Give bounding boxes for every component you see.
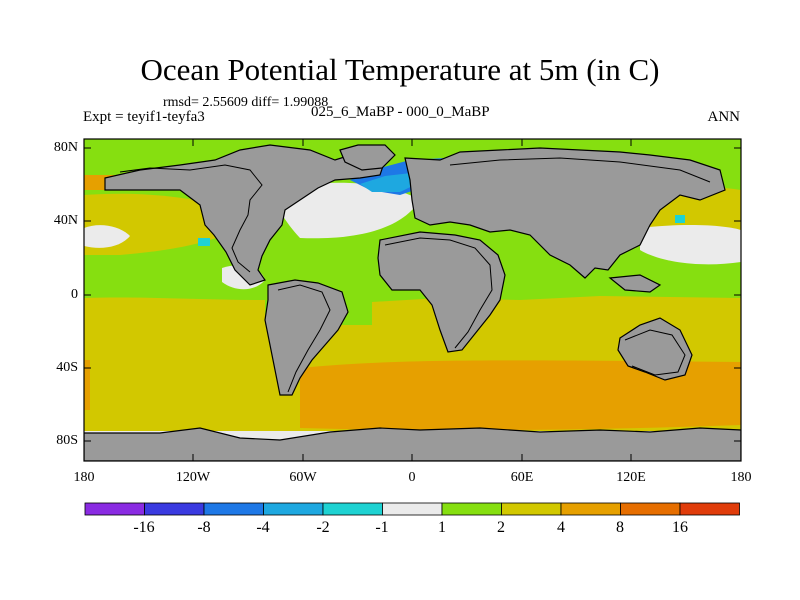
- lon-label-120w: 120W: [175, 470, 211, 485]
- colorbar-label: 8: [616, 519, 624, 536]
- ocean-field-yellow-indian: [372, 296, 741, 325]
- lon-label-180e: 180: [730, 470, 752, 485]
- colorbar-label: 1: [438, 519, 446, 536]
- lon-ticks: [83, 139, 742, 461]
- colorbar-label: 4: [557, 519, 565, 536]
- australia-land: [617, 317, 693, 381]
- colorbar-swatch: [84, 502, 145, 516]
- lon-label-120e: 120E: [616, 470, 646, 485]
- ocean-field-cyan-pacific: [198, 238, 210, 246]
- ocean-field-yellow-tropical: [84, 297, 265, 325]
- lat-label-80n: 80N: [53, 140, 78, 155]
- map-title: Ocean Potential Temperature at 5m (in C): [140, 52, 660, 87]
- experiment-label: Expt = teyif1-teyfa3: [83, 109, 205, 125]
- season-label: ANN: [707, 109, 741, 125]
- coastline-australia: [624, 329, 686, 376]
- colorbar-swatch: [441, 502, 502, 516]
- maritime-continent-land: [608, 274, 662, 293]
- lon-label-60w: 60W: [289, 470, 317, 485]
- coastline-overlay: [119, 157, 711, 393]
- coastline-africa: [384, 237, 493, 349]
- colorbar-label: -1: [375, 519, 389, 536]
- lat-label-40s: 40S: [56, 360, 78, 375]
- colorbar-swatch: [620, 502, 681, 516]
- lat-label-40n: 40N: [53, 213, 78, 228]
- colorbar-label: 16: [672, 519, 688, 536]
- coastline-eurasia: [449, 157, 711, 183]
- colorbar-label: -4: [256, 519, 270, 536]
- colorbar-swatch: [382, 502, 443, 516]
- comparison-label: 025_6_MaBP - 000_0_MaBP: [311, 104, 490, 120]
- south-america-land: [264, 279, 349, 396]
- colorbar-label: -16: [133, 519, 155, 536]
- stats-line: rmsd= 2.55609 diff= 1.99088: [163, 95, 329, 110]
- ocean-field-white-northwest-pacific: [640, 224, 741, 265]
- colorbar-label: -2: [316, 519, 330, 536]
- ocean-field-orange-southwest: [84, 360, 90, 410]
- antarctica-land: [84, 427, 741, 461]
- lat-ticks: [84, 147, 741, 442]
- colorbar-swatch: [560, 502, 621, 516]
- land-mask: [84, 144, 741, 461]
- colorbar-label: -8: [197, 519, 211, 536]
- colorbar-swatch: [322, 502, 383, 516]
- lon-label-0: 0: [408, 470, 416, 485]
- colorbar-swatch: [679, 502, 740, 516]
- coastline-north-america: [119, 164, 263, 273]
- colorbar-swatch: [263, 502, 324, 516]
- colorbar-label: 2: [497, 519, 505, 536]
- lon-label-180w: 180: [73, 470, 95, 485]
- lon-label-60e: 60E: [510, 470, 534, 485]
- colorbar-swatch: [203, 502, 264, 516]
- ocean-field-cyan-west-pacific: [675, 215, 685, 223]
- greenland-land: [339, 144, 396, 171]
- ocean-field-orange-southern: [300, 360, 741, 431]
- lat-label-0: 0: [71, 287, 78, 302]
- lat-label-80s: 80S: [56, 433, 78, 448]
- ocean-field-white-north-atlantic: [272, 182, 420, 239]
- coastline-south-america: [277, 284, 331, 393]
- ocean-field-white-pacific: [84, 225, 130, 248]
- colorbar-swatch: [501, 502, 562, 516]
- eurasia-land: [404, 147, 726, 279]
- map-plot-area: [84, 139, 741, 461]
- colorbar: [84, 502, 740, 516]
- colorbar-swatch: [144, 502, 205, 516]
- north-america-land: [104, 144, 386, 286]
